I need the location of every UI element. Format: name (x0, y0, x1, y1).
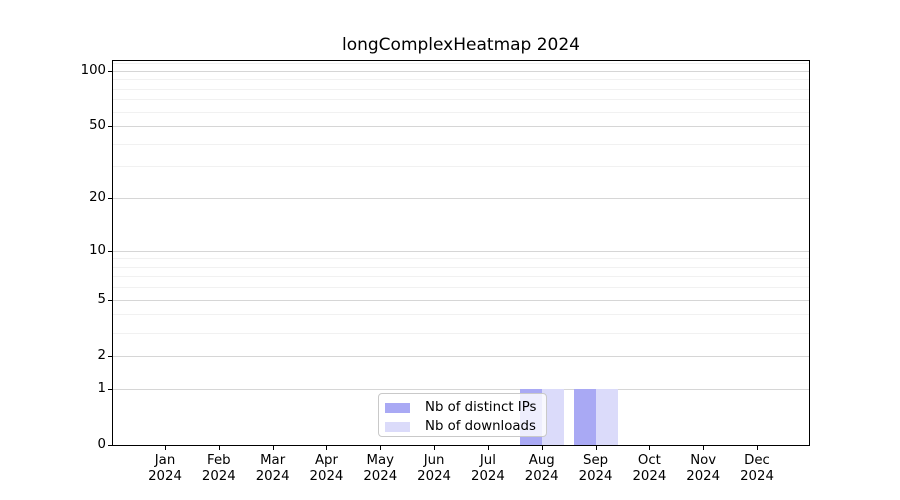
bar-downloads (595, 388, 618, 445)
x-tick-label-month: Aug (528, 453, 555, 468)
x-tick-mark (487, 446, 489, 450)
x-tick-label-month: Sep (583, 453, 609, 468)
x-tick-mark (380, 446, 382, 450)
y-tick-label: 50 (89, 118, 106, 134)
y-tick-label: 1 (97, 380, 106, 396)
x-tick-label-year: 2024 (363, 468, 398, 484)
y-tick-mark (108, 299, 112, 301)
x-tick-label-year: 2024 (686, 468, 721, 484)
x-tick-label-year: 2024 (255, 468, 290, 484)
minor-gridline (113, 143, 809, 145)
legend-item-distinct-ips: Nb of distinct IPs (379, 398, 546, 417)
x-tick-label-month: Feb (207, 453, 231, 468)
x-tick-label-month: Nov (690, 453, 717, 468)
y-tick-label: 2 (97, 347, 106, 363)
minor-gridline (113, 99, 809, 101)
x-tick-label-month: Mar (260, 453, 286, 468)
x-tick-label-year: 2024 (201, 468, 236, 484)
legend-item-downloads: Nb of downloads (379, 417, 546, 436)
chart-title: longComplexHeatmap 2024 (341, 35, 581, 55)
x-tick-label: Jun 2024 (402, 453, 466, 484)
x-tick-label-year: 2024 (417, 468, 451, 484)
x-tick-label: Oct 2024 (617, 453, 681, 484)
minor-gridline (113, 111, 809, 113)
y-tick-label: 10 (89, 242, 106, 258)
x-tick-label-month: May (366, 453, 395, 468)
x-tick-mark (703, 446, 705, 450)
minor-gridline (113, 276, 809, 278)
minor-gridline (113, 258, 809, 260)
minor-gridline (113, 79, 809, 81)
x-tick-mark (541, 446, 543, 450)
x-tick-label: Jan 2024 (133, 453, 197, 484)
major-gridline (113, 355, 809, 357)
legend-label-downloads: Nb of downloads (425, 419, 536, 434)
x-tick-label-year: 2024 (470, 468, 505, 484)
y-tick-label: 20 (89, 190, 106, 206)
x-tick-label: Dec 2024 (725, 453, 789, 484)
major-gridline (113, 70, 809, 72)
x-tick-label-year: 2024 (740, 468, 774, 484)
x-tick-label: Jul 2024 (456, 453, 520, 484)
x-tick-mark (165, 446, 166, 450)
x-tick-mark (434, 446, 436, 450)
x-tick-mark (757, 446, 758, 450)
major-gridline (113, 388, 809, 390)
minor-gridline (113, 332, 809, 334)
y-tick-mark (108, 70, 112, 72)
legend: Nb of distinct IPs Nb of downloads (378, 393, 547, 437)
y-tick-mark (108, 388, 112, 390)
y-tick-label: 0 (97, 437, 106, 452)
x-tick-label-month: Dec (744, 453, 770, 468)
legend-swatch-distinct-ips (385, 402, 410, 413)
x-tick-label: Sep 2024 (564, 453, 628, 484)
x-tick-label-month: Jun (423, 453, 445, 468)
y-tick-mark (108, 250, 112, 252)
x-tick-label: Apr 2024 (294, 453, 358, 484)
minor-gridline (113, 266, 809, 268)
x-tick-mark (218, 446, 220, 450)
minor-gridline (113, 166, 809, 168)
major-gridline (113, 250, 809, 252)
x-tick-mark (595, 446, 597, 450)
y-tick-mark (108, 445, 112, 446)
minor-gridline (113, 314, 809, 316)
legend-label-distinct-ips: Nb of distinct IPs (425, 400, 537, 415)
major-gridline (113, 198, 809, 200)
x-tick-label: Aug 2024 (510, 453, 574, 484)
x-tick-label-year: 2024 (632, 468, 667, 484)
y-tick-label: 5 (97, 291, 106, 307)
x-tick-mark (649, 446, 651, 450)
y-tick-mark (108, 126, 112, 128)
x-tick-label-month: Jan (154, 453, 176, 468)
x-tick-label-month: Jul (479, 453, 496, 468)
bar-downloads (541, 388, 564, 445)
major-gridline (113, 299, 809, 301)
x-tick-label-year: 2024 (309, 468, 344, 484)
x-tick-label-month: Apr (314, 453, 338, 468)
x-tick-mark (272, 446, 274, 450)
minor-gridline (113, 63, 809, 65)
y-tick-mark (108, 198, 112, 200)
x-tick-label-month: Oct (637, 453, 661, 468)
x-tick-label: Mar 2024 (241, 453, 305, 484)
y-tick-label: 100 (80, 62, 106, 78)
x-tick-label-year: 2024 (148, 468, 182, 484)
minor-gridline (113, 88, 809, 90)
major-gridline (113, 126, 809, 128)
plot-area (112, 60, 810, 446)
x-tick-label-year: 2024 (578, 468, 613, 484)
x-tick-mark (326, 446, 328, 450)
x-tick-label: Feb 2024 (187, 453, 251, 484)
x-tick-label-year: 2024 (524, 468, 559, 484)
x-tick-label: May 2024 (348, 453, 412, 484)
x-tick-label: Nov 2024 (671, 453, 735, 484)
y-tick-mark (108, 355, 112, 357)
minor-gridline (113, 287, 809, 289)
bar-distinct-ips (573, 388, 596, 445)
legend-swatch-downloads (385, 421, 410, 432)
